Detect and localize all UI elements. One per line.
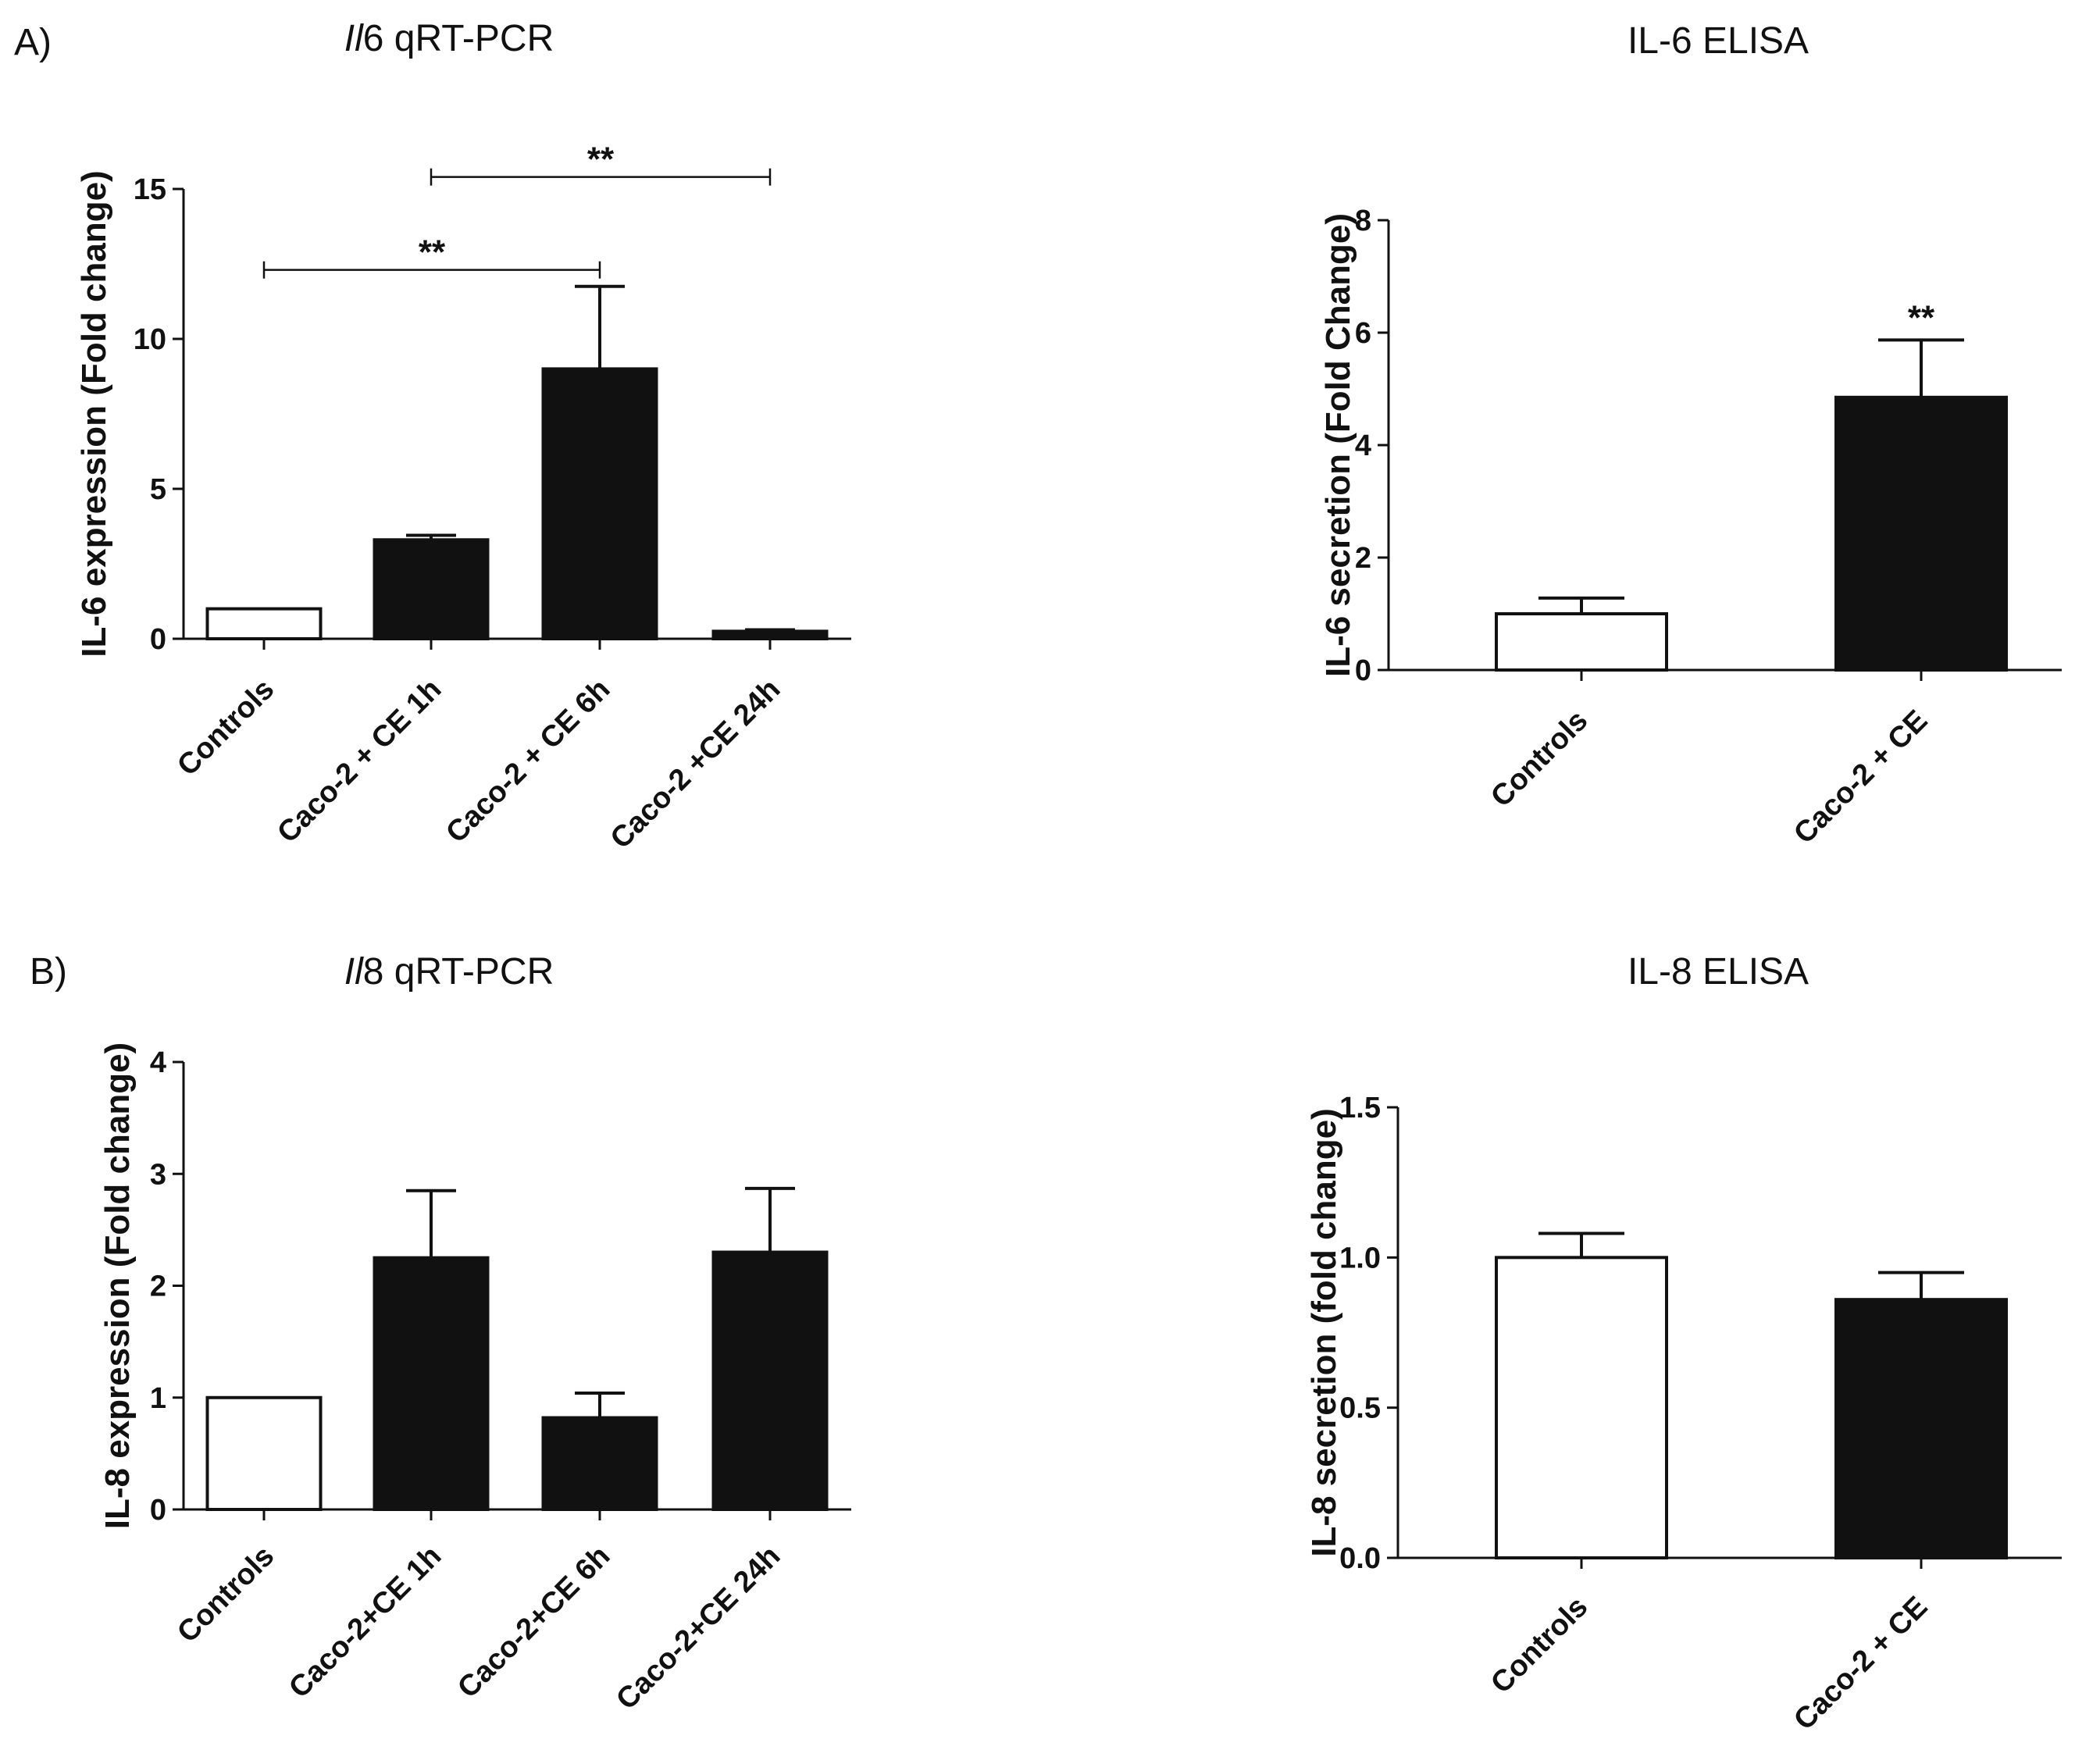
bar (541, 1416, 658, 1512)
y-tick-label: 5 (150, 473, 166, 506)
il6-qrtpcr-chart: Il6 qRT-PCR IL-6 expression (Fold change)… (75, 18, 851, 855)
y-tick-label: 2 (1355, 542, 1371, 575)
chart-title: IL-8 ELISA (1628, 951, 1809, 993)
significance-label: ** (587, 141, 615, 179)
y-tick-label: 0.5 (1339, 1392, 1381, 1425)
chart-title: Il8 qRT-PCR (344, 951, 554, 993)
y-tick-label: 4 (150, 1046, 166, 1079)
bar (711, 1250, 829, 1512)
il8-qrtpcr-chart: Il8 qRT-PCR IL-8 expression (Fold change)… (98, 951, 851, 1716)
y-axis-label: IL-8 secretion (fold change) (1305, 1108, 1343, 1557)
chart-title-text: 6 qRT-PCR (363, 18, 554, 59)
bar (711, 629, 829, 641)
y-tick-label: 1 (150, 1382, 166, 1415)
y-tick-label: 2 (150, 1271, 166, 1303)
chart-title-text: 8 qRT-PCR (363, 951, 554, 993)
category-label: Caco-2+CE 24h (610, 1540, 786, 1716)
bar (1495, 1256, 1668, 1560)
category-label: Controls (1485, 704, 1594, 814)
bar (205, 1395, 323, 1511)
chart-title-text: IL-6 ELISA (1628, 20, 1809, 62)
chart-title: IL-6 ELISA (1628, 20, 1809, 62)
y-tick-label: 4 (1355, 429, 1371, 462)
bar (1495, 612, 1668, 672)
category-label: Caco-2 + CE 1h (271, 673, 447, 850)
significance-label: ** (1908, 298, 1935, 337)
y-tick-label: 3 (150, 1158, 166, 1191)
y-tick-label: 0.0 (1339, 1542, 1381, 1575)
y-tick-label: 0 (150, 623, 166, 656)
il6-elisa-chart: IL-6 ELISA IL-6 secretion (Fold Change)0 2… (1319, 20, 2062, 850)
category-label: Caco-2 + CE (1788, 704, 1934, 850)
category-label: Caco-2+CE 1h (283, 1540, 447, 1705)
bar (373, 1256, 490, 1511)
category-label: Caco-2 + CE 6h (440, 673, 616, 850)
y-tick-label: 8 (1355, 205, 1371, 237)
bar (1834, 1298, 2008, 1559)
chart-title: Il6 qRT-PCR (344, 18, 554, 59)
category-label: Caco-2 +CE 24h (604, 673, 787, 856)
y-axis-label: IL-8 expression (Fold change) (98, 1042, 137, 1529)
chart-title-text: IL-8 ELISA (1628, 951, 1809, 993)
bar (205, 607, 323, 640)
bar (373, 538, 490, 641)
y-axis-label: IL-6 expression (Fold change) (75, 170, 113, 657)
panel-label-a: A) (14, 22, 52, 63)
category-label: Caco-2+CE 6h (451, 1540, 616, 1705)
y-tick-label: 1.0 (1339, 1242, 1381, 1274)
category-label: Controls (171, 673, 280, 782)
y-tick-label: 6 (1355, 317, 1371, 350)
panel-label-b: B) (30, 951, 67, 993)
significance-label: ** (419, 233, 446, 272)
chart-title-italic: Il (344, 951, 364, 993)
category-label: Controls (1485, 1591, 1594, 1700)
bar (541, 367, 658, 640)
y-axis-label: IL-6 secretion (Fold Change) (1319, 213, 1357, 677)
category-label: Caco-2 + CE (1788, 1591, 1934, 1737)
y-tick-label: 10 (134, 323, 166, 356)
bar (1834, 395, 2008, 672)
y-tick-label: 15 (134, 173, 166, 206)
y-tick-label: 0 (1355, 654, 1371, 687)
y-tick-label: 0 (150, 1494, 166, 1527)
y-tick-label: 1.5 (1339, 1092, 1381, 1124)
il8-elisa-chart: IL-8 ELISA IL-8 secretion (fold change)0.… (1305, 951, 2062, 1737)
category-label: Controls (171, 1540, 280, 1649)
chart-title-italic: Il (344, 18, 364, 59)
